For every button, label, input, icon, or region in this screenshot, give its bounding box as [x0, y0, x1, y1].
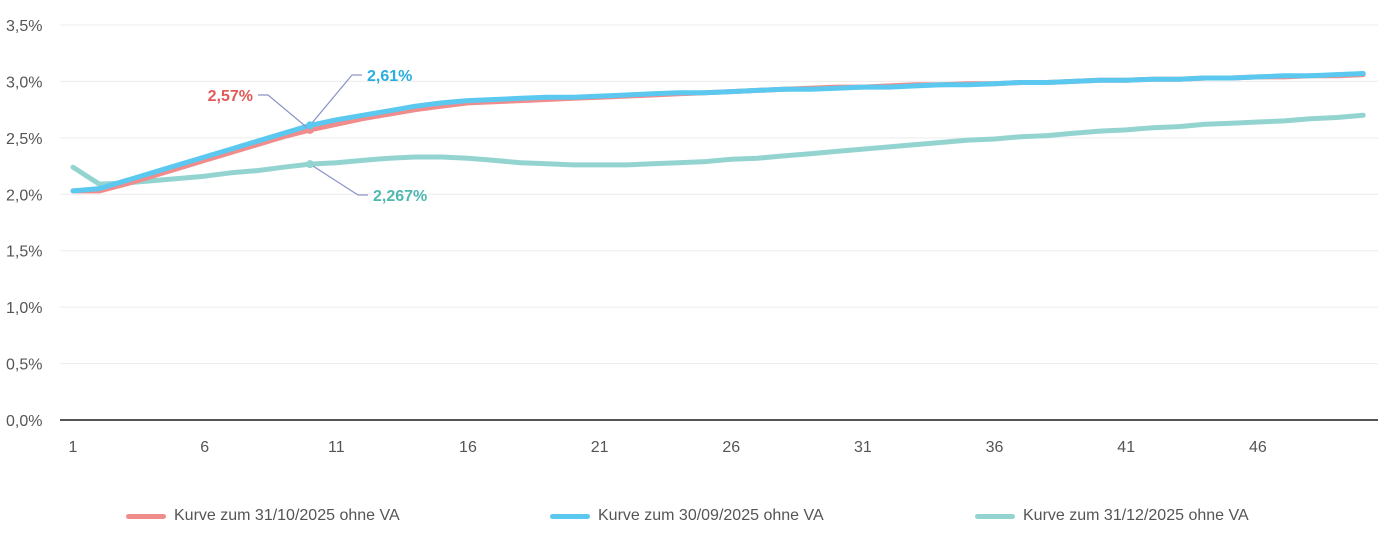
- legend-label: Kurve zum 30/09/2025 ohne VA: [598, 507, 824, 524]
- x-tick-label: 6: [200, 439, 209, 456]
- legend-label: Kurve zum 31/10/2025 ohne VA: [174, 507, 400, 524]
- y-tick-label: 3,5%: [6, 18, 42, 35]
- x-tick-label: 16: [459, 439, 477, 456]
- data-annotations: 2,57% 2,61% 2,267%: [208, 68, 428, 205]
- annotation-label: 2,57%: [208, 88, 253, 105]
- annotation-label: 2,267%: [373, 188, 427, 205]
- x-axis-ticks: 1 6 11 16 21 26 31 36 41 46: [69, 439, 1267, 456]
- legend-label: Kurve zum 31/12/2025 ohne VA: [1023, 507, 1249, 524]
- gridlines: [60, 24, 1378, 365]
- annotation-point: [305, 160, 314, 169]
- y-tick-label: 1,0%: [6, 300, 42, 317]
- legend-item-1[interactable]: Kurve zum 30/09/2025 ohne VA: [550, 504, 824, 528]
- x-tick-label: 26: [722, 439, 740, 456]
- y-tick-label: 2,5%: [6, 131, 42, 148]
- x-tick-label: 21: [591, 439, 609, 456]
- annotation-leader: [309, 74, 353, 126]
- annotation-label: 2,61%: [367, 68, 412, 85]
- series-lines: [70, 71, 1366, 194]
- x-tick-label: 36: [986, 439, 1004, 456]
- legend-item-0[interactable]: Kurve zum 31/10/2025 ohne VA: [126, 504, 400, 528]
- y-tick-label: 0,5%: [6, 357, 42, 374]
- x-tick-label: 11: [328, 439, 345, 456]
- y-tick-label: 0,0%: [6, 413, 42, 430]
- x-tick-label: 31: [854, 439, 872, 456]
- x-tick-label: 46: [1249, 439, 1267, 456]
- legend-swatch-red: [126, 513, 166, 519]
- x-tick-label: 41: [1117, 439, 1135, 456]
- legend-swatch-blue: [550, 513, 590, 519]
- legend-swatch-teal: [975, 513, 1015, 519]
- y-tick-label: 2,0%: [6, 187, 42, 204]
- x-tick-label: 1: [69, 439, 78, 456]
- legend-item-2[interactable]: Kurve zum 31/12/2025 ohne VA: [975, 504, 1249, 528]
- y-tick-label: 1,5%: [6, 244, 42, 261]
- y-axis-ticks: 0,0% 0,5% 1,0% 1,5% 2,0% 2,5% 3,0% 3,5%: [6, 18, 42, 430]
- series-line: [70, 71, 1366, 194]
- annotation-leader: [258, 94, 311, 131]
- annotation-point: [305, 121, 314, 130]
- y-tick-label: 3,0%: [6, 74, 42, 91]
- annotation-leader: [309, 163, 359, 196]
- series-line: [70, 112, 1366, 187]
